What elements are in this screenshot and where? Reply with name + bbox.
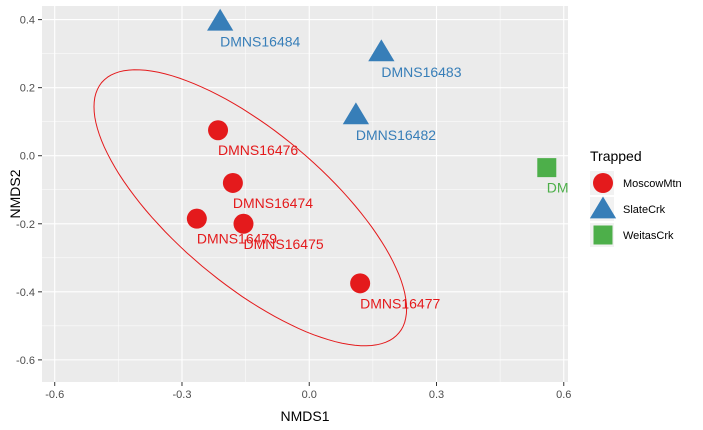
point-label-dmns16482: DMNS16482 — [356, 127, 436, 143]
point-label-dmns16475: DMNS16475 — [243, 236, 323, 252]
confidence-ellipse — [93, 69, 408, 347]
y-tick-label: -0.4 — [16, 287, 35, 299]
data-point-dmns16483 — [368, 39, 395, 62]
legend-key-moscowmtn — [593, 173, 613, 193]
legend: Trapped MoscowMtn SlateCrk WeitasCrk — [589, 148, 682, 247]
data-point-dmns16477 — [350, 273, 371, 294]
legend-label-weitascrk: WeitasCrk — [623, 230, 674, 242]
x-tick-label: -0.6 — [45, 389, 64, 401]
y-tick-label: 0.4 — [20, 15, 35, 27]
x-tick-label: -0.3 — [172, 389, 191, 401]
data-point-dmns16475 — [233, 213, 254, 234]
y-tick-label: 0.0 — [20, 151, 35, 163]
minor-gridlines — [42, 6, 568, 382]
legend-key-weitascrk — [593, 225, 613, 245]
points-layer — [186, 8, 557, 294]
x-axis-ticks: -0.6 -0.3 0.0 0.3 0.6 — [45, 382, 571, 401]
legend-items: MoscowMtn SlateCrk WeitasCrk — [589, 171, 682, 247]
y-axis-ticks: 0.4 0.2 0.0 -0.2 -0.4 -0.6 — [16, 15, 42, 367]
point-label-dmns16477: DMNS16477 — [360, 295, 440, 311]
y-tick-label: 0.2 — [20, 83, 35, 95]
legend-label-moscowmtn: MoscowMtn — [623, 178, 682, 190]
x-axis-title: NMDS1 — [280, 408, 329, 424]
data-point-dmns16474 — [222, 172, 243, 193]
confidence-ellipse-layer — [93, 69, 408, 347]
point-label-dmns16476: DMNS16476 — [218, 142, 298, 158]
data-point-dmns16484 — [207, 8, 234, 31]
point-label-dmns16484: DMNS16484 — [220, 33, 300, 49]
y-axis-title: NMDS2 — [7, 169, 23, 218]
data-point-dmns16476 — [208, 120, 229, 141]
legend-title: Trapped — [590, 148, 642, 164]
x-tick-label: 0.6 — [556, 389, 571, 401]
point-label-dmi: DMI — [547, 180, 573, 196]
plot-panel — [42, 6, 568, 382]
legend-key-slatecrk — [589, 196, 617, 219]
x-tick-label: 0.3 — [429, 389, 444, 401]
data-point-dmns16479 — [186, 208, 207, 229]
y-tick-label: -0.6 — [16, 355, 35, 367]
point-label-dmns16479: DMNS16479 — [197, 231, 277, 247]
data-point-dmns16482 — [342, 102, 370, 125]
y-tick-label: -0.2 — [16, 219, 35, 231]
point-label-dmns16474: DMNS16474 — [233, 195, 313, 211]
legend-label-slatecrk: SlateCrk — [623, 204, 666, 216]
data-point-dmi — [537, 158, 557, 178]
major-gridlines — [42, 6, 568, 382]
x-tick-label: 0.0 — [302, 389, 317, 401]
point-label-dmns16483: DMNS16483 — [381, 64, 461, 80]
